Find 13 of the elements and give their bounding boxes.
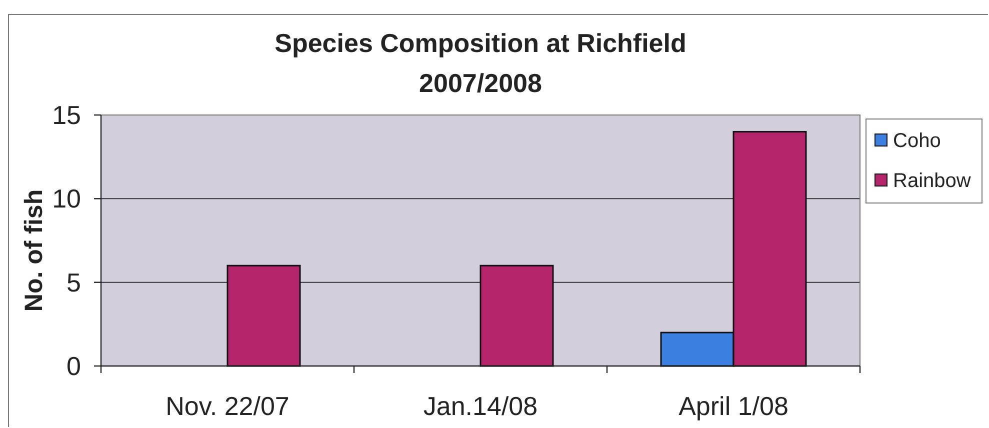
y-tick-label: 5 (66, 267, 81, 298)
chart-title: Species Composition at Richfield 2007/2008 (274, 28, 686, 98)
y-tick-label: 0 (66, 351, 81, 381)
x-tick-label: Nov. 22/07 (166, 391, 290, 421)
legend-label: Coho (893, 130, 941, 152)
legend-label: Rainbow (893, 170, 972, 192)
x-tick-label: April 1/08 (678, 391, 788, 421)
y-tick-label: 15 (52, 100, 81, 130)
y-axis-title: No. of fish (20, 189, 48, 312)
x-tick-label: Jan.14/08 (423, 391, 538, 421)
bar (480, 264, 554, 367)
bar (226, 264, 301, 367)
y-tick-label: 10 (52, 184, 81, 214)
